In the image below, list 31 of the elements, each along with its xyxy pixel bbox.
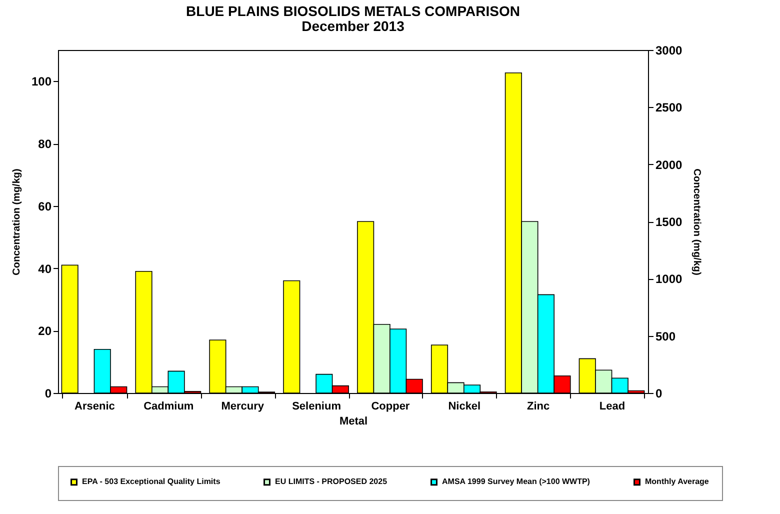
y-axis-title: Concentration (mg/kg) <box>11 168 22 276</box>
y2-tick-label: 2500 <box>656 100 683 115</box>
x-axis-title: Metal <box>339 416 368 428</box>
legend-label: AMSA 1999 Survey Mean (>100 WWTP) <box>442 477 590 486</box>
x-tick-label: Zinc <box>527 400 550 412</box>
legend-label: Monthly Average <box>645 477 710 486</box>
x-tick-label: Selenium <box>292 400 342 412</box>
y2-tick-label: 1500 <box>656 215 683 229</box>
bar <box>283 280 300 394</box>
y-tick-label: 0 <box>44 386 52 400</box>
y-tick-label: 100 <box>31 74 52 89</box>
x-tick-label: Copper <box>371 400 410 412</box>
y2-tick-label: 500 <box>656 329 676 344</box>
legend-label: EPA - 503 Exceptional Quality Limits <box>82 477 221 486</box>
y2-tick-label: 1000 <box>656 272 683 286</box>
chart-title: BLUE PLAINS BIOSOLIDS METALS COMPARISON <box>186 3 520 19</box>
y-tick-label: 60 <box>38 199 52 214</box>
x-tick-label: Cadmium <box>144 400 194 412</box>
y-tick-label: 80 <box>38 137 52 152</box>
legend-label: EU LIMITS - PROPOSED 2025 <box>275 477 388 486</box>
x-tick-label: Nickel <box>448 400 481 412</box>
chart-subtitle: December 2013 <box>302 18 405 34</box>
x-tick-label: Arsenic <box>74 400 115 412</box>
y-tick-label: 40 <box>38 262 52 276</box>
x-tick-label: Mercury <box>221 400 265 412</box>
y2-tick-label: 0 <box>656 386 662 400</box>
y2-tick-label: 3000 <box>656 44 683 58</box>
y2-axis-title: Concentration (mg/kg) <box>691 168 702 276</box>
x-tick-label: Lead <box>599 400 626 412</box>
y-tick-label: 20 <box>38 324 52 338</box>
y2-tick-label: 2000 <box>656 158 683 172</box>
